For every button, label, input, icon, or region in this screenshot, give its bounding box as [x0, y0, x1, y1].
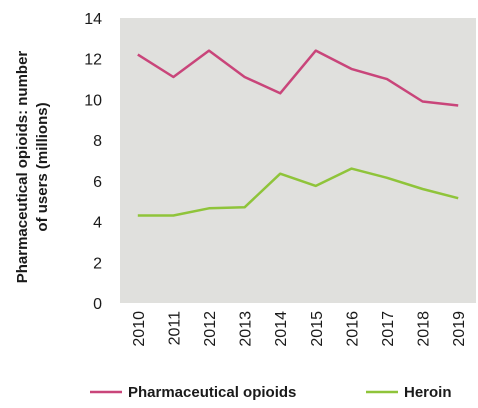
series-lines — [137, 49, 459, 217]
legend: Pharmaceutical opioids Heroin — [90, 384, 452, 401]
y-axis-label-line2: of users (millions) — [34, 102, 51, 231]
y-tick-label: 2 — [93, 255, 102, 272]
x-tick-label: 2016 — [344, 311, 361, 347]
y-tick-label: 6 — [93, 174, 102, 191]
x-axis-ticks: 2010 2011 2012 2013 2014 2015 2016 2017 2018 2019 — [131, 311, 468, 347]
y-tick-label: 0 — [93, 296, 102, 313]
series-line-heroin — [137, 167, 459, 217]
legend-label-pharmaceutical-opioids: Pharmaceutical opioids — [128, 384, 296, 401]
x-tick-label: 2017 — [380, 311, 397, 347]
y-axis-ticks: 0 2 4 6 8 10 12 14 — [84, 11, 102, 313]
y-tick-label: 10 — [84, 92, 102, 109]
legend-label-heroin: Heroin — [404, 384, 452, 401]
y-axis-label: Pharmaceutical opioids: number of users … — [14, 51, 51, 284]
x-tick-label: 2014 — [273, 311, 290, 347]
x-tick-label: 2019 — [451, 311, 468, 347]
y-tick-label: 4 — [93, 215, 102, 232]
x-tick-label: 2018 — [416, 311, 433, 347]
series-line-pharmaceutical-opioids — [137, 49, 459, 107]
x-tick-label: 2011 — [166, 311, 183, 346]
y-tick-label: 14 — [84, 11, 102, 28]
x-tick-label: 2013 — [238, 311, 255, 347]
y-tick-label: 12 — [84, 52, 102, 69]
plot-area — [120, 18, 476, 303]
x-tick-label: 2015 — [309, 311, 326, 347]
x-tick-label: 2012 — [202, 311, 219, 347]
y-axis-label-line1: Pharmaceutical opioids: number — [14, 51, 31, 284]
x-tick-label: 2010 — [131, 311, 148, 347]
y-tick-label: 8 — [93, 133, 102, 150]
